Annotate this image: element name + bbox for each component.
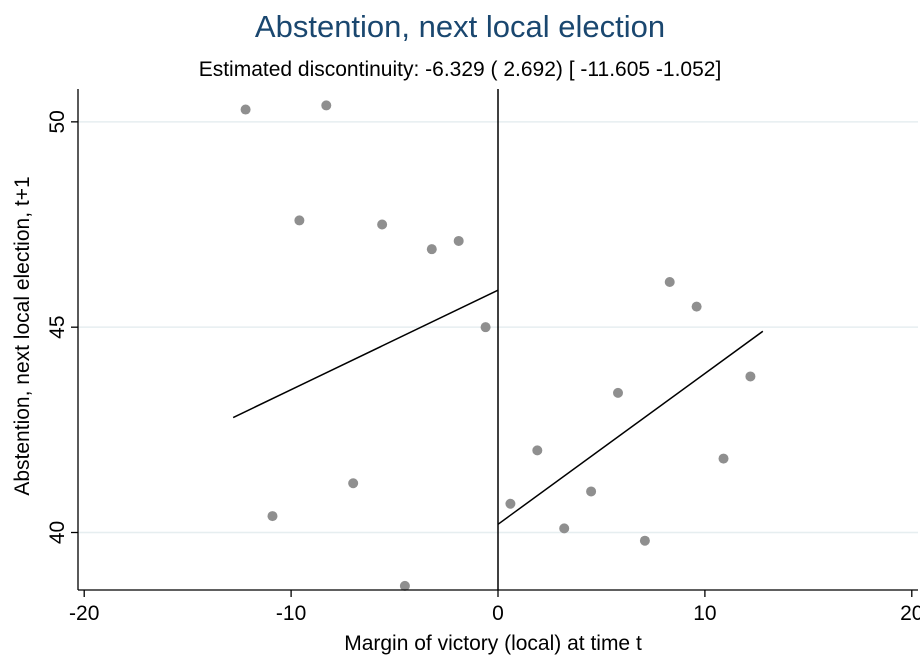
x-tick-label: 0: [492, 602, 504, 625]
axes: 40 45 50 -20 -10 0 10 20: [46, 89, 920, 625]
data-point: [480, 322, 491, 333]
data-point: [691, 301, 702, 312]
x-tick-label: -10: [276, 602, 306, 625]
data-point: [613, 387, 623, 398]
data-point: [348, 478, 359, 489]
data-point: [586, 486, 597, 497]
x-tick-label: 10: [693, 602, 716, 625]
data-point: [453, 235, 464, 246]
x-tick-label: 20: [900, 602, 920, 625]
data-point: [559, 523, 570, 534]
chart-subtitle: Estimated discontinuity: -6.329 ( 2.692)…: [198, 58, 722, 81]
data-point: [532, 445, 543, 456]
data-points: [240, 100, 756, 591]
data-point: [267, 511, 278, 522]
x-axis-title: Margin of victory (local) at time t: [344, 632, 642, 655]
data-point: [745, 371, 756, 382]
x-tick-label: -20: [69, 602, 99, 625]
y-tick-label: 40: [46, 521, 69, 544]
data-point: [294, 215, 305, 226]
data-point: [399, 580, 410, 591]
data-point: [639, 535, 650, 546]
data-point: [426, 244, 437, 255]
fit-line: [232, 289, 499, 419]
chart-title: Abstention, next local election: [254, 9, 666, 44]
data-point: [505, 498, 516, 509]
data-point: [321, 100, 332, 111]
data-point: [377, 219, 388, 230]
y-axis-title: Abstention, next local election, t+1: [11, 176, 34, 495]
data-point: [240, 104, 251, 115]
fit-line: [497, 330, 764, 525]
data-point: [664, 277, 675, 288]
y-tick-label: 45: [46, 316, 69, 339]
y-tick-label: 50: [46, 110, 69, 133]
data-point: [718, 453, 729, 464]
fit-lines: [232, 289, 764, 525]
